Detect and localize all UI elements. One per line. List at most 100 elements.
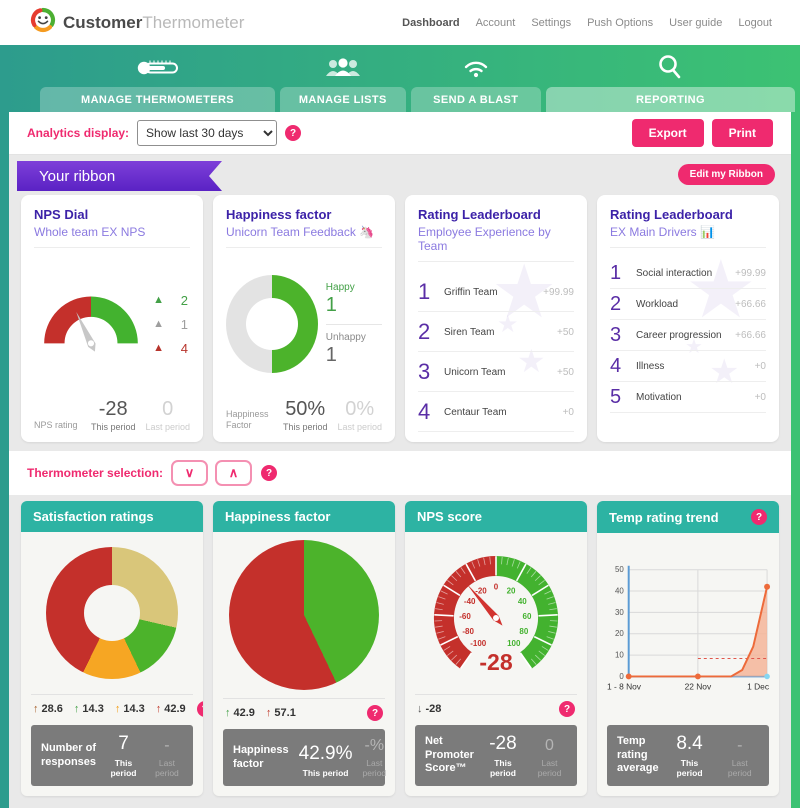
triangle-up-icon: ▲: [153, 319, 164, 330]
tab-reporting[interactable]: REPORTING: [546, 87, 795, 112]
unhappy-label: Unhappy: [326, 332, 382, 343]
help-icon[interactable]: ?: [197, 701, 203, 717]
rating-leaderboard-team-card: ★ ★ ★ Rating Leaderboard Employee Experi…: [405, 195, 587, 442]
last-period-label: Last period: [337, 422, 382, 432]
chevron-down-button[interactable]: ∨: [171, 460, 208, 486]
leaderboard-row: 3 Career progression +66.66: [610, 320, 766, 351]
card-title: NPS Dial: [34, 207, 190, 222]
satisfaction-donut-chart: [46, 547, 178, 679]
card-title: Happiness factor: [225, 509, 330, 524]
svg-text:-40: -40: [464, 597, 476, 606]
leaderboard-row: 1 Social interaction +99.99: [610, 258, 766, 289]
report-cards-section: Satisfaction ratings ↑28.6 ↑14.3 ↑14.3 ↑…: [9, 495, 791, 808]
card-footer-stats: Happiness factor 42.9% This period -% La…: [223, 729, 385, 786]
your-ribbon-banner: Your ribbon: [17, 161, 222, 191]
tab-send-a-blast[interactable]: SEND A BLAST: [411, 87, 541, 112]
last-period-value: 0: [532, 737, 567, 755]
export-button[interactable]: Export: [632, 119, 704, 147]
svg-text:20: 20: [615, 629, 624, 638]
svg-text:-100: -100: [470, 639, 487, 648]
legend-value: 4: [178, 341, 188, 356]
triangle-up-icon: ▲: [153, 295, 164, 306]
svg-text:0: 0: [619, 672, 624, 681]
card-subtitle: Employee Experience by Team: [418, 225, 574, 253]
your-ribbon-section: Your ribbon Edit my Ribbon NPS Dial Whol…: [9, 155, 791, 451]
happiness-factor-report-card: Happiness factor ↑42.9 ↑57.1 ? Happiness…: [213, 501, 395, 796]
this-period-value: -28: [91, 398, 136, 421]
svg-text:-28: -28: [479, 649, 512, 675]
tab-col-thermometers: MANAGE THERMOMETERS: [40, 47, 275, 112]
stat-label: NPS rating: [34, 420, 81, 432]
help-icon[interactable]: ?: [559, 701, 575, 717]
happy-label: Happy: [326, 282, 382, 293]
nav-dashboard[interactable]: Dashboard: [402, 17, 459, 29]
card-title: Temp rating trend: [609, 510, 719, 525]
this-period-label: This period: [283, 422, 328, 432]
chevron-up-button[interactable]: ∧: [215, 460, 252, 486]
svg-text:30: 30: [615, 608, 624, 617]
down-arrow-icon: ↓: [417, 703, 423, 715]
svg-text:0: 0: [494, 583, 499, 592]
card-footer-stats: Net Promoter Score™ -28 This period 0 La…: [415, 725, 577, 786]
stat-label: Temp rating average: [617, 735, 659, 776]
this-period-value: 7: [106, 733, 141, 755]
nav-settings[interactable]: Settings: [531, 17, 571, 29]
thermometer-selection-label: Thermometer selection:: [27, 466, 163, 480]
card-title: Satisfaction ratings: [33, 509, 154, 524]
top-nav: Dashboard Account Settings Push Options …: [402, 17, 772, 29]
svg-text:1 - 8 Nov: 1 - 8 Nov: [607, 681, 642, 691]
this-period-label: This period: [106, 758, 141, 778]
analytics-bar: Analytics display: Show last 30 days ? E…: [9, 112, 791, 155]
last-period-value: -: [721, 737, 760, 755]
this-period-label: This period: [91, 422, 136, 432]
triangle-up-icon: ▲: [153, 343, 164, 354]
people-icon: [319, 47, 367, 87]
last-period-label: Last period: [532, 758, 567, 778]
nav-logout[interactable]: Logout: [738, 17, 772, 29]
svg-text:-80: -80: [462, 627, 474, 636]
stats-row: ↓-28 ?: [415, 694, 577, 725]
card-footer-stats: Number of responses 7 This period - Last…: [31, 725, 193, 786]
help-icon[interactable]: ?: [367, 705, 383, 721]
svg-text:10: 10: [615, 651, 624, 660]
svg-text:22 Nov: 22 Nov: [685, 681, 712, 691]
this-period-value: -28: [484, 733, 522, 755]
nav-account[interactable]: Account: [476, 17, 516, 29]
print-button[interactable]: Print: [712, 119, 773, 147]
card-title: NPS score: [417, 509, 482, 524]
nav-user-guide[interactable]: User guide: [669, 17, 722, 29]
rating-leaderboard-drivers-card: ★ ★ ★ Rating Leaderboard EX Main Drivers…: [597, 195, 779, 442]
brand-logo[interactable]: CustomerThermometer: [30, 7, 244, 38]
nav-push-options[interactable]: Push Options: [587, 17, 653, 29]
tab-manage-lists[interactable]: MANAGE LISTS: [280, 87, 405, 112]
help-icon[interactable]: ?: [285, 125, 301, 141]
edit-my-ribbon-button[interactable]: Edit my Ribbon: [678, 164, 775, 185]
satisfaction-ratings-card: Satisfaction ratings ↑28.6 ↑14.3 ↑14.3 ↑…: [21, 501, 203, 796]
help-icon[interactable]: ?: [261, 465, 277, 481]
card-subtitle: Unicorn Team Feedback 🦄: [226, 225, 382, 239]
happiness-factor-card: Happiness factor Unicorn Team Feedback 🦄…: [213, 195, 395, 442]
tab-manage-thermometers[interactable]: MANAGE THERMOMETERS: [40, 87, 275, 112]
card-footer-stats: NPS rating -28 This period 0 Last period: [34, 392, 190, 432]
this-period-value: 50%: [283, 398, 328, 421]
leaderboard-row: 1 Griffin Team +99.99: [418, 272, 574, 312]
last-period-label: Last period: [363, 758, 387, 778]
svg-text:-60: -60: [459, 612, 471, 621]
svg-text:40: 40: [615, 587, 624, 596]
last-period-value: -%: [363, 737, 387, 755]
last-period-label: Last period: [151, 758, 183, 778]
main-tab-band: MANAGE THERMOMETERS MANAGE LISTS SEND: [0, 45, 800, 112]
legend-value: 2: [178, 293, 188, 308]
leaderboard-row: 2 Workload +66.66: [610, 289, 766, 320]
analytics-range-select[interactable]: Show last 30 days: [137, 120, 277, 146]
this-period-label: This period: [484, 758, 522, 778]
happiness-donut-chart: [226, 275, 318, 373]
help-icon[interactable]: ?: [751, 509, 767, 525]
svg-text:60: 60: [523, 612, 532, 621]
card-subtitle: EX Main Drivers 📊: [610, 225, 766, 239]
last-period-value: -: [151, 737, 183, 755]
dial-legend: ▲ 2 ▲ 1 ▲ 4: [153, 293, 190, 356]
